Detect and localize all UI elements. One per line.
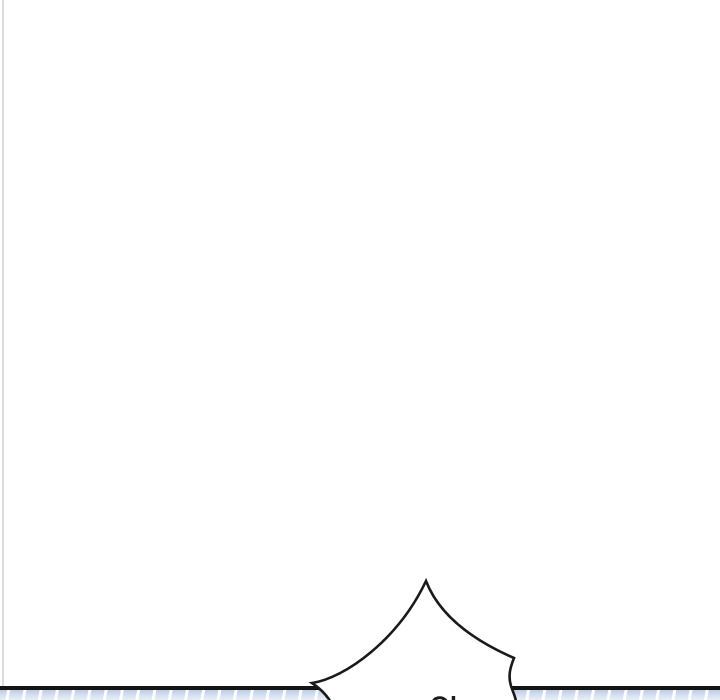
page-left-border (2, 0, 4, 688)
next-panel-sliver (0, 690, 720, 700)
speech-bubble-text: Oh... (430, 694, 488, 700)
